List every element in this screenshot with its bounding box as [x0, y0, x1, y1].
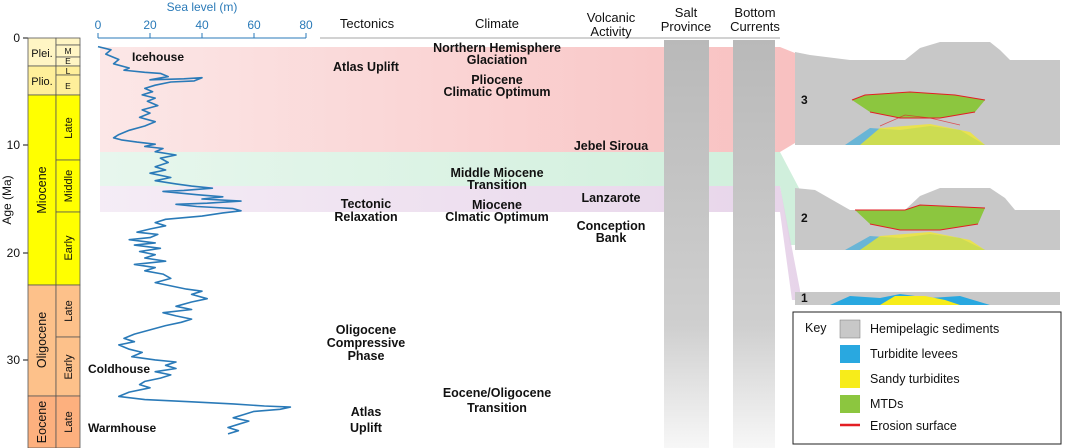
- label-warmhouse: Warmhouse: [88, 421, 157, 435]
- key-label-mtds: MTDs: [870, 397, 903, 411]
- clim-mmt-2: Transition: [467, 178, 527, 192]
- miocene-optimum-band: [100, 186, 800, 300]
- key-swatch-levees: [840, 345, 860, 363]
- salt-province-column: [664, 40, 709, 448]
- sub-mio-late: Late: [63, 117, 75, 138]
- sl-tick-80: 80: [299, 18, 313, 32]
- sl-tick-0: 0: [95, 18, 102, 32]
- header-bottom-1: Bottom: [734, 5, 775, 20]
- sub-mio-middle: Middle: [63, 170, 75, 202]
- sub-mio-early: Early: [63, 235, 75, 261]
- tect-relaxation-1: Tectonic: [341, 197, 392, 211]
- sub-plio-l: L: [66, 66, 71, 76]
- header-volcanic-2: Activity: [590, 24, 632, 39]
- header-salt-2: Province: [661, 19, 712, 34]
- epoch-pliocene: [27, 65, 57, 96]
- key-legend: Key Hemipelagic sediments Turbidite leve…: [792, 311, 1062, 445]
- key-label-levees: Turbidite levees: [870, 347, 958, 361]
- clim-mmt-1: Middle Miocene: [450, 166, 543, 180]
- age-axis: Age (Ma) 0 10 20 30: [0, 31, 28, 367]
- age-tick-20: 20: [7, 246, 21, 260]
- label-plio: Plio.: [31, 76, 52, 88]
- sub-plio-e: E: [65, 81, 71, 91]
- label-icehouse: Icehouse: [132, 50, 184, 64]
- epoch-miocene: [27, 94, 57, 286]
- epoch-oligocene: [27, 284, 57, 397]
- tect-oligo-3: Phase: [348, 349, 385, 363]
- tect-atlas-uplift-bottom-1: Atlas: [351, 405, 382, 419]
- pliocene-pleistocene-band: [100, 47, 800, 152]
- age-tick-30: 30: [7, 353, 21, 367]
- epoch-eocene: [27, 395, 57, 448]
- volc-lanzarote: Lanzarote: [581, 191, 640, 205]
- age-tick-10: 10: [7, 138, 21, 152]
- clim-mco-2: Clmatic Optimum: [445, 210, 549, 224]
- clim-nh-glaciation-2: Glaciation: [467, 53, 527, 67]
- volc-jebel-siroua: Jebel Siroua: [574, 139, 649, 153]
- sl-tick-20: 20: [143, 18, 157, 32]
- key-label-sandy: Sandy turbidites: [870, 372, 960, 386]
- volc-conception-1: Conception: [577, 219, 646, 233]
- clim-eot-1: Eocene/Oligocene: [443, 386, 551, 400]
- key-swatch-mtds: [840, 395, 860, 413]
- label-coldhouse: Coldhouse: [88, 362, 150, 376]
- tect-atlas-uplift-top: Atlas Uplift: [333, 60, 400, 74]
- sl-tick-60: 60: [247, 18, 261, 32]
- section-1-label: 1: [801, 291, 808, 305]
- key-swatch-hemipelagic: [839, 319, 861, 339]
- header-bottom-2: Currents: [730, 19, 780, 34]
- sub-oli-late: Late: [63, 300, 75, 321]
- key-label-erosion: Erosion surface: [870, 419, 957, 433]
- section-3-label: 3: [801, 93, 808, 107]
- stratigraphic-column: [27, 37, 81, 448]
- volc-conception-2: Bank: [596, 231, 627, 245]
- stratigraphic-labels: Plei. Plio. Miocene Oligocene Eocene M E…: [31, 46, 75, 443]
- sea-level-curve: [97, 45, 292, 435]
- sea-level-axis-label: Sea level (m): [167, 0, 238, 14]
- header-salt-1: Salt: [675, 5, 698, 20]
- clim-pliocene-2: Climatic Optimum: [444, 85, 551, 99]
- key-label-hemipelagic: Hemipelagic sediments: [870, 322, 999, 336]
- key-title: Key: [805, 321, 827, 335]
- middle-miocene-band: [100, 152, 800, 245]
- cross-section-3: 3: [795, 42, 1060, 145]
- label-oligocene: Oligocene: [35, 312, 49, 368]
- sub-plei-m: M: [64, 46, 71, 56]
- tect-oligo-1: Oligocene: [336, 323, 396, 337]
- header-tectonics: Tectonics: [340, 16, 395, 31]
- interval-bands: [100, 47, 800, 300]
- label-miocene: Miocene: [35, 166, 49, 213]
- sea-level-axis: Sea level (m) 0 20 40 60 80: [95, 0, 313, 39]
- label-eocene: Eocene: [35, 401, 49, 443]
- cross-section-1: 1: [795, 291, 1060, 305]
- label-plei: Plei.: [31, 48, 52, 60]
- tect-relaxation-2: Relaxation: [334, 210, 397, 224]
- clim-eot-2: Transition: [467, 401, 527, 415]
- tect-atlas-uplift-bottom-2: Uplift: [350, 421, 383, 435]
- sl-tick-40: 40: [195, 18, 209, 32]
- clim-mco-1: Miocene: [472, 198, 522, 212]
- header-volcanic-1: Volcanic: [587, 10, 636, 25]
- sub-eoc-late: Late: [63, 411, 75, 432]
- bottom-currents-column: [733, 40, 775, 448]
- header-climate: Climate: [475, 16, 519, 31]
- clim-nh-glaciation-1: Northern Hemisphere: [433, 41, 561, 55]
- cross-section-2: 2: [795, 188, 1060, 250]
- age-tick-0: 0: [13, 31, 20, 45]
- key-swatch-sandy: [840, 370, 860, 388]
- sub-oli-early: Early: [63, 354, 75, 380]
- clim-pliocene-1: Pliocene: [471, 73, 522, 87]
- section-2-label: 2: [801, 211, 808, 225]
- age-axis-label: Age (Ma): [0, 175, 14, 224]
- sub-plei-e: E: [65, 56, 71, 66]
- tect-oligo-2: Compressive: [327, 336, 406, 350]
